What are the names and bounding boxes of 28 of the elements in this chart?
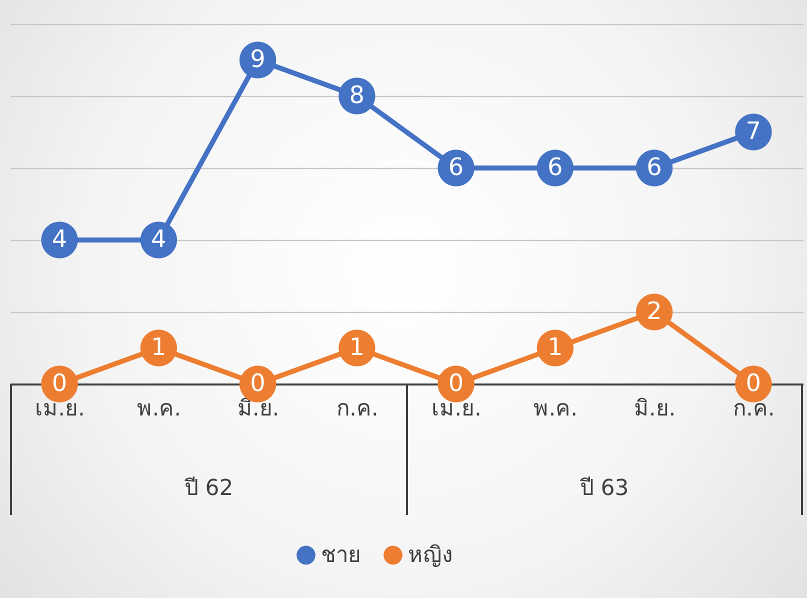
legend-label: ชาย	[321, 543, 361, 568]
data-label: 1	[349, 333, 365, 361]
data-label: 2	[646, 297, 662, 325]
x-tick-label: เม.ย.	[432, 396, 482, 422]
data-label: 6	[448, 153, 464, 181]
text: ปี 62	[184, 476, 234, 501]
data-label: 4	[151, 225, 166, 253]
legend-label: หญิง	[408, 543, 453, 568]
data-label: 0	[250, 369, 266, 397]
data-label: 0	[746, 369, 762, 397]
data-label: 7	[746, 117, 762, 145]
x-tick-label: พ.ค.	[534, 396, 578, 422]
text: ปี 63	[580, 476, 629, 501]
x-tick-label: เม.ย.	[35, 396, 86, 422]
data-label: 6	[646, 153, 662, 181]
data-label: 1	[151, 333, 166, 361]
data-label: 8	[349, 81, 365, 109]
x-tick-label: ก.ค.	[732, 396, 775, 422]
data-label: 1	[548, 333, 563, 361]
x-tick-label: ก.ค.	[336, 396, 378, 422]
data-label: 0	[52, 369, 68, 397]
x-tick-label: พ.ค.	[137, 396, 182, 422]
x-tick-label: มิ.ย.	[634, 396, 676, 422]
data-label: 9	[250, 45, 266, 73]
data-label: 0	[448, 369, 464, 397]
x-tick-label: มิ.ย.	[237, 396, 280, 422]
data-label: 4	[52, 225, 68, 253]
data-label: 6	[548, 153, 563, 181]
